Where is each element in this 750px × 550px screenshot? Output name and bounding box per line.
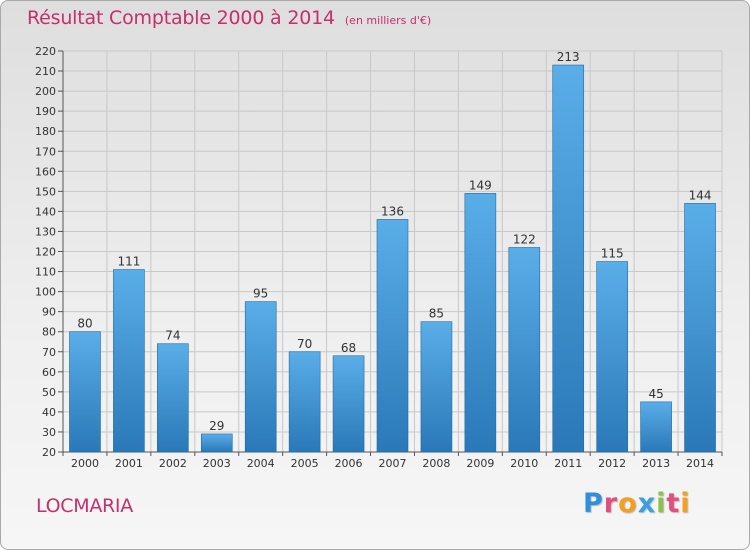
title-text: Résultat Comptable 2000 à 2014 <box>27 7 335 29</box>
bar <box>596 261 628 453</box>
logo-letter: x <box>637 488 657 519</box>
bar <box>376 219 409 453</box>
data-label: 213 <box>557 50 580 64</box>
y-tick-label: 190 <box>35 105 56 118</box>
data-label: 149 <box>469 178 492 192</box>
y-tick-label: 120 <box>35 246 56 259</box>
logo-letter: i <box>680 488 691 519</box>
data-label: 85 <box>429 307 444 321</box>
x-tick-label: 2005 <box>291 457 319 470</box>
x-tick-label: 2006 <box>335 457 363 470</box>
y-tick-label: 30 <box>42 426 56 439</box>
data-label: 95 <box>253 287 268 301</box>
y-tick-label: 20 <box>42 446 56 459</box>
x-tick-label: 2011 <box>554 457 582 470</box>
bar <box>157 343 189 453</box>
data-label: 144 <box>689 188 712 202</box>
logo-letter: i <box>656 488 667 519</box>
x-tick-label: 2002 <box>159 457 187 470</box>
data-label: 45 <box>648 387 663 401</box>
x-tick-label: 2008 <box>422 457 450 470</box>
y-tick-label: 220 <box>35 45 56 58</box>
data-label: 29 <box>209 419 224 433</box>
axes: 20 30 40 50 60 70 80 90 100 110 120 130 140 150 160 170… <box>35 45 723 470</box>
bar <box>288 351 321 453</box>
y-tick-label: 50 <box>42 386 56 399</box>
logo-letter: P <box>583 488 604 519</box>
x-tick-label: 2013 <box>642 457 670 470</box>
bars <box>69 64 716 453</box>
y-tick-label: 60 <box>42 366 56 379</box>
bar <box>640 401 672 453</box>
data-label: 136 <box>381 204 404 218</box>
subtitle-text: (en milliers d'€) <box>344 14 432 27</box>
x-tick-label: 2000 <box>71 457 99 470</box>
proxiti-logo: Proxiti <box>583 488 691 519</box>
bar <box>420 321 453 453</box>
y-tick-label: 160 <box>35 165 56 178</box>
x-tick-label: 2010 <box>510 457 538 470</box>
bar <box>464 193 497 453</box>
bar <box>684 203 716 453</box>
data-label: 115 <box>601 247 624 261</box>
commune-name: LOCMARIA <box>36 495 133 517</box>
logo-letter: t <box>666 488 681 519</box>
y-tick-label: 150 <box>35 185 56 198</box>
chart-title: Résultat Comptable 2000 à 2014 (en millie… <box>27 7 431 29</box>
data-label: 70 <box>297 337 312 351</box>
bar <box>332 355 365 453</box>
y-tick-label: 70 <box>42 346 56 359</box>
data-labels: 80 111 74 29 95 70 68 136 85 149 122 213 115 45 144 <box>77 50 711 433</box>
x-tick-label: 2001 <box>115 457 143 470</box>
bar <box>244 301 277 453</box>
x-tick-label: 2007 <box>379 457 407 470</box>
data-label: 122 <box>513 232 536 246</box>
y-tick-label: 90 <box>42 306 56 319</box>
bar <box>552 64 585 453</box>
y-tick-label: 210 <box>35 65 56 78</box>
bar <box>508 247 541 453</box>
x-tick-label: 2004 <box>247 457 275 470</box>
data-label: 68 <box>341 341 356 355</box>
data-label: 74 <box>165 329 180 343</box>
y-tick-label: 130 <box>35 225 56 238</box>
y-tick-label: 170 <box>35 145 56 158</box>
x-tick-label: 2014 <box>686 457 714 470</box>
y-tick-label: 110 <box>35 266 56 279</box>
data-label: 111 <box>117 255 140 269</box>
bar <box>69 331 101 453</box>
y-tick-label: 40 <box>42 406 56 419</box>
y-tick-label: 100 <box>35 286 56 299</box>
data-label: 80 <box>77 317 92 331</box>
bar <box>113 269 145 453</box>
y-tick-label: 180 <box>35 125 56 138</box>
x-tick-label: 2003 <box>203 457 231 470</box>
y-tick-label: 140 <box>35 205 56 218</box>
x-tick-label: 2009 <box>466 457 494 470</box>
bar <box>200 433 233 453</box>
x-tick-label: 2012 <box>598 457 626 470</box>
logo-letter: r <box>603 488 619 519</box>
logo-letter: o <box>618 488 638 519</box>
y-tick-label: 200 <box>35 85 56 98</box>
y-tick-label: 80 <box>42 326 56 339</box>
